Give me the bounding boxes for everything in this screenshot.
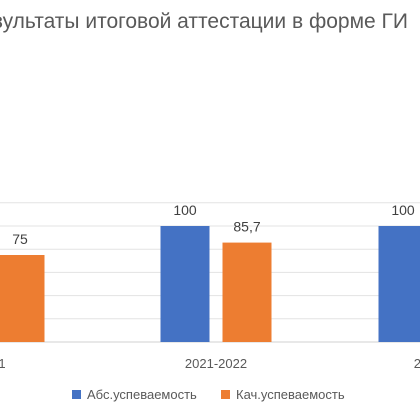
legend-label-abs: Абс.успеваемость bbox=[87, 387, 197, 403]
legend-item-kach: Кач.успеваемость bbox=[221, 386, 345, 402]
bar-kach-0 bbox=[0, 255, 45, 342]
legend-item-abs: Абс.успеваемость bbox=[72, 386, 197, 402]
bar-abs-1 bbox=[160, 226, 210, 342]
bar-kach-1 bbox=[222, 242, 272, 342]
legend-swatch-abs bbox=[72, 390, 81, 400]
x-tick-label: -2021 bbox=[0, 356, 6, 371]
chart-title: езультаты итоговой аттестации в форме ГИ bbox=[0, 10, 409, 33]
legend-swatch-kach bbox=[221, 390, 230, 400]
x-tick-label: 2021-2022 bbox=[185, 356, 247, 371]
data-label: 75 bbox=[12, 231, 28, 247]
data-label: 100 bbox=[173, 202, 197, 218]
bars bbox=[0, 226, 420, 342]
data-label: 100 bbox=[391, 202, 415, 218]
data-label: 85,7 bbox=[233, 219, 260, 235]
gridlines bbox=[0, 202, 420, 343]
legend-label-kach: Кач.успеваемость bbox=[236, 387, 345, 403]
data-labels: 100 100 75 85,7 bbox=[12, 202, 415, 247]
bar-abs-2 bbox=[378, 226, 420, 342]
x-tick-label: 2022-2 bbox=[414, 356, 420, 371]
x-axis-ticks: -2021 2021-2022 2022-2 bbox=[0, 356, 420, 371]
